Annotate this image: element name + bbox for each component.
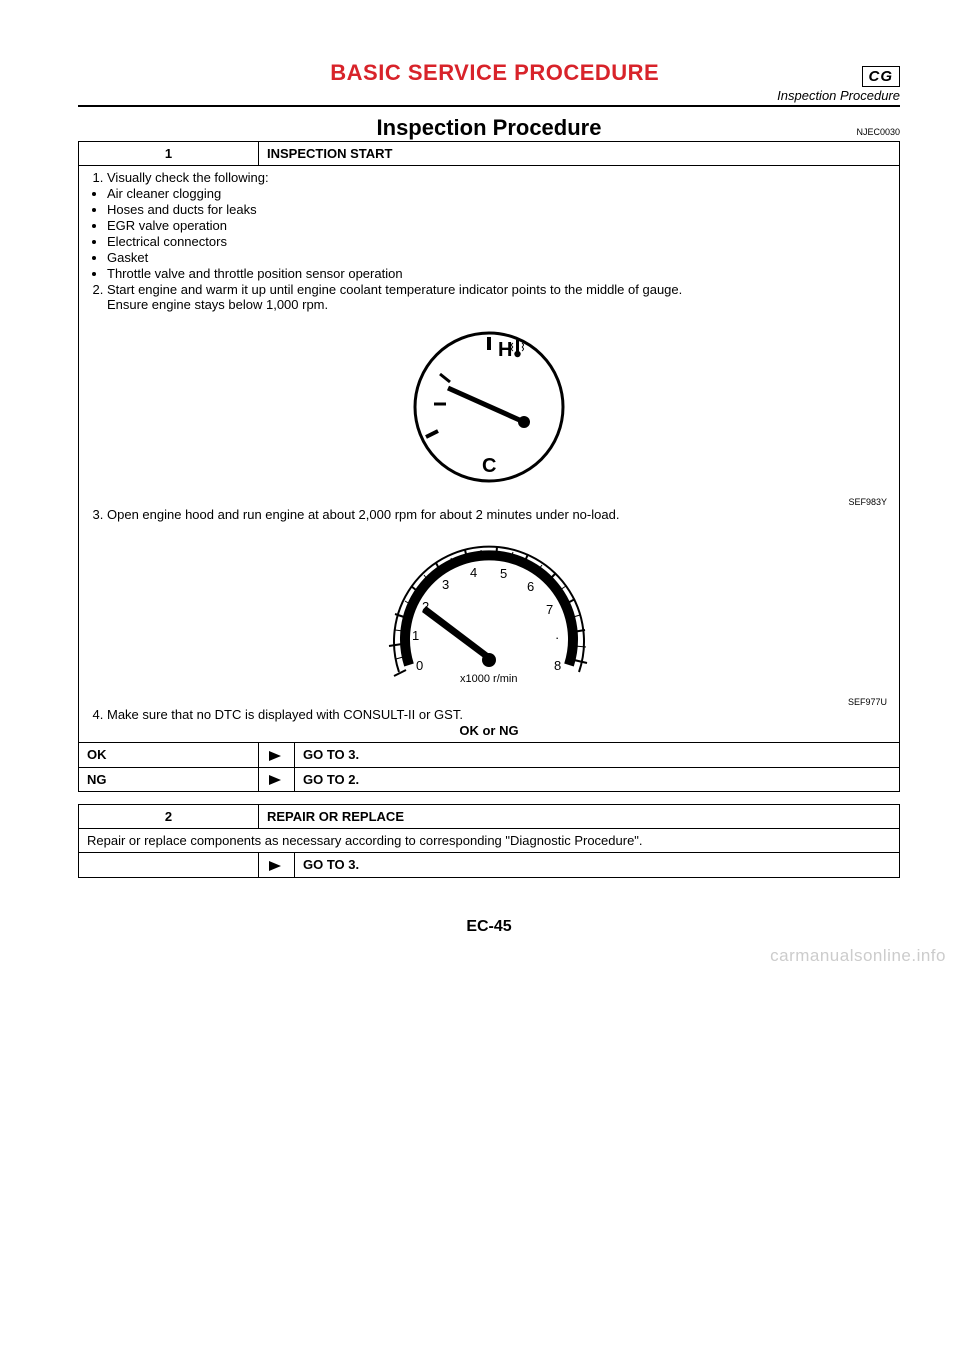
svg-text:4: 4	[470, 565, 477, 580]
svg-text:6: 6	[527, 579, 534, 594]
step1-line2: Start engine and warm it up until engine…	[107, 282, 891, 312]
watermark-text: carmanualsonline.info	[770, 946, 946, 966]
step1-line3: Open engine hood and run engine at about…	[107, 507, 891, 522]
result-row-ng: NG GO TO 2.	[79, 767, 900, 792]
svg-text:8: 8	[554, 658, 561, 673]
temp-gauge-svg: H C	[404, 322, 574, 492]
step1-bullet: Gasket	[107, 250, 891, 265]
result-row-ok: OK GO TO 3.	[79, 743, 900, 768]
step2-result-row: GO TO 3.	[79, 853, 900, 878]
gauge-c-label: C	[482, 455, 496, 477]
svg-text:0: 0	[416, 658, 423, 673]
arrow-icon	[259, 853, 295, 878]
ng-label: NG	[79, 767, 259, 792]
step1-table: 1 INSPECTION START Visually check the fo…	[78, 141, 900, 792]
header-rule	[78, 105, 900, 107]
step1-bullet: EGR valve operation	[107, 218, 891, 233]
tachometer-figure: 0 1 2 3 4 5 6 7 · 8 x1000 r/	[87, 532, 891, 695]
step1-line4: Make sure that no DTC is displayed with …	[107, 707, 891, 722]
step1-number: 1	[79, 142, 259, 166]
ng-goto: GO TO 2.	[295, 767, 900, 792]
arrow-icon	[259, 743, 295, 768]
step2-goto: GO TO 3.	[295, 853, 900, 878]
svg-text:5: 5	[500, 566, 507, 581]
step2-body: Repair or replace components as necessar…	[79, 829, 900, 853]
tach-label: x1000 r/min	[460, 673, 517, 685]
step1-bullet: Throttle valve and throttle position sen…	[107, 266, 891, 281]
arrow-icon	[259, 767, 295, 792]
svg-text:7: 7	[546, 602, 553, 617]
step2-number: 2	[79, 805, 259, 829]
tachometer-svg: 0 1 2 3 4 5 6 7 · 8 x1000 r/	[374, 532, 604, 692]
step1-bullet: Air cleaner clogging	[107, 186, 891, 201]
step2-title: REPAIR OR REPLACE	[259, 805, 900, 829]
ok-label: OK	[79, 743, 259, 768]
engine-tag-box: CG	[862, 66, 901, 87]
gauge-h-label: H	[498, 339, 512, 361]
step1-bullet: Hoses and ducts for leaks	[107, 202, 891, 217]
step2-table: 2 REPAIR OR REPLACE Repair or replace co…	[78, 804, 900, 878]
step1-body: Visually check the following: Air cleane…	[79, 166, 900, 743]
page-number: EC-45	[78, 918, 900, 936]
ok-goto: GO TO 3.	[295, 743, 900, 768]
ok-or-ng-label: OK or NG	[87, 723, 891, 738]
svg-text:3: 3	[442, 577, 449, 592]
step1-line1: Visually check the following:	[107, 170, 891, 185]
step1-title: INSPECTION START	[259, 142, 900, 166]
fig1-ref: SEF983Y	[87, 497, 891, 507]
step2-blank-label	[79, 853, 259, 878]
header-subline: Inspection Procedure	[78, 88, 900, 103]
page-main-title: BASIC SERVICE PROCEDURE	[128, 60, 862, 86]
temp-gauge-figure: H C	[87, 322, 891, 495]
svg-text:·: ·	[555, 630, 559, 645]
svg-text:1: 1	[412, 628, 419, 643]
fig2-ref: SEF977U	[87, 697, 891, 707]
step1-bullet: Electrical connectors	[107, 234, 891, 249]
